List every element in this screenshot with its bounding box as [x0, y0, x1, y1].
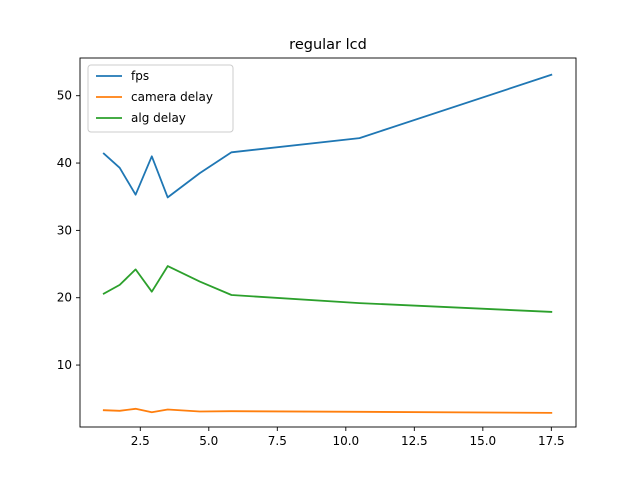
plot-frame: [79, 57, 577, 428]
series-line-0: [102, 73, 553, 199]
x-tick-label: 7.5: [268, 434, 287, 448]
y-tick-label: 50: [57, 89, 72, 103]
y-tick-label: 30: [57, 223, 72, 237]
x-tick-label: 12.5: [401, 434, 428, 448]
legend-label: fps: [131, 69, 149, 83]
legend-label: alg delay: [131, 111, 186, 125]
y-tick-label: 20: [57, 291, 72, 305]
series-line-1: [102, 407, 553, 414]
axes-layer: 2.5 5.0 7.5 10.0 12.5 15.0 17.5 10 20 30 40 50: [57, 57, 577, 448]
legend-label: camera delay: [131, 90, 213, 104]
x-tick-label: 17.5: [538, 434, 565, 448]
legend: fps camera delay alg delay: [87, 64, 234, 133]
x-tick-label: 10.0: [332, 434, 359, 448]
legend-box: [87, 64, 234, 133]
y-tick-label: 40: [57, 156, 72, 170]
chart-title: regular lcd: [289, 37, 367, 53]
series-line-2: [102, 265, 553, 313]
x-tick-label: 15.0: [469, 434, 496, 448]
x-tick-label: 2.5: [131, 434, 150, 448]
x-tick-label: 5.0: [199, 434, 218, 448]
series-layer: [102, 73, 553, 414]
y-tick-label: 10: [57, 358, 72, 372]
